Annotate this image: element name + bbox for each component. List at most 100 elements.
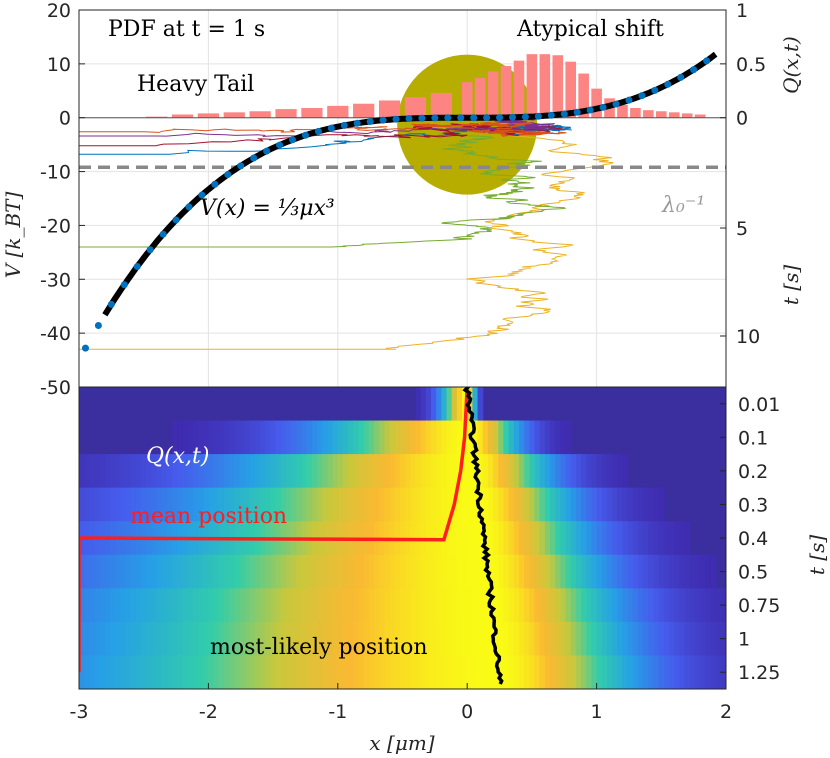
heatmap-cell [270,621,277,657]
heatmap-cell [342,588,349,623]
q-label: Q(x,t) [146,444,209,469]
heatmap-cell [84,655,90,689]
heatmap-cell [374,420,380,455]
heatmap-cell [399,621,406,657]
heatmap-cell [379,420,385,455]
heatmap-cell [622,487,629,522]
heatmap-cell [265,655,272,689]
heatmap-cell [544,554,551,589]
heatmap-cell [415,588,422,623]
heatmap-cell [368,487,375,522]
heatmap-cell [146,655,153,689]
heatmap-cell [441,621,448,657]
potential-dot [276,141,284,149]
heatmap-cell [368,655,375,689]
heatmap-cell [394,454,401,489]
heatmap-cell [394,588,401,623]
heatmap-cell [229,621,235,657]
heatmap-cell [394,655,401,689]
heatmap-cell [270,554,277,589]
heatmap-cell [638,554,644,589]
potential-panel-background [79,10,726,387]
heatmap-cell [425,588,432,623]
heatmap-cell [301,487,308,522]
heatmap-cell [617,487,624,522]
heatmap-cell [472,621,479,657]
x-tick-label: 0 [461,701,473,723]
potential-dot [289,136,297,144]
heatmap-cell [415,554,422,589]
heatmap-cell [498,420,505,455]
heatmap-cell [291,554,297,589]
heatmap-cell [518,588,525,623]
heatmap-cell [436,655,442,689]
heatmap-cell [317,420,323,455]
heatmap-cell [467,621,473,657]
trajectory-line [79,121,567,137]
heatmap-cell [632,588,639,623]
heatmap-cell [586,588,593,623]
heatmap-cell [223,655,230,689]
heatmap-cell [182,655,189,689]
heatmap-cell [94,655,101,689]
heatmap-cell [472,521,479,556]
heatmap-cell [446,521,453,556]
heatmap-cell [125,621,132,657]
heatmap-cell [632,655,639,689]
heatmap-cell [151,454,158,489]
histogram-bar [694,114,706,118]
heatmap-cell [648,487,655,522]
heatmap-cell [493,655,499,689]
heatmap-cell [456,554,463,589]
heatmap-cell [229,588,235,623]
heatmap-cell [462,554,468,589]
heatmap-cell [229,420,235,455]
heatmap-cell [203,487,209,522]
heatmap-cell [467,454,473,489]
q-right-axis-label: Q(x,t) [779,36,803,94]
y-tick-label: -20 [40,215,71,237]
time-tick-label: 0.5 [738,562,768,584]
heatmap-cell [430,621,437,657]
heatmap-cell [518,621,525,657]
heatmap-cell [203,454,209,489]
heatmap-cell [306,588,313,623]
heatmap-cell [296,588,303,623]
heatmap-cell [234,655,241,689]
heatmap-cell [213,621,220,657]
heatmap-cell [544,487,551,522]
heatmap-cell [239,420,246,455]
heatmap-cell [669,655,675,689]
heatmap-cell [420,554,427,589]
heatmap-cell [249,420,256,455]
q-tick-label: 1 [736,0,748,22]
histogram-bar [474,77,486,118]
potential-dot [224,171,232,179]
heatmap-cell [135,454,142,489]
heatmap-cell [648,521,655,556]
potential-dot [198,191,206,199]
heatmap-cell [311,420,318,455]
potential-dot [690,66,698,74]
heatmap-cell [451,521,458,556]
heatmap-cell [104,621,111,657]
heatmap-cell [384,487,391,522]
potential-dot [444,114,452,122]
heatmap-cell [560,588,567,623]
heatmap-cell [301,621,308,657]
heatmap-cell [337,420,344,455]
heatmap-cell [286,454,292,489]
potential-dot [172,216,180,224]
histogram-bar [249,111,271,118]
heatmap-cell [591,454,598,489]
heatmap-cell [405,554,411,589]
heatmap-cell [327,621,334,657]
heatmap-cell [586,487,593,522]
heatmap-cell [337,655,344,689]
heatmap-cell [172,454,178,489]
heatmap-cell [622,655,629,689]
heatmap-cell [187,487,194,522]
heatmap-cell [394,621,401,657]
heatmap-cell [446,487,453,522]
heatmap-cell [601,621,608,657]
